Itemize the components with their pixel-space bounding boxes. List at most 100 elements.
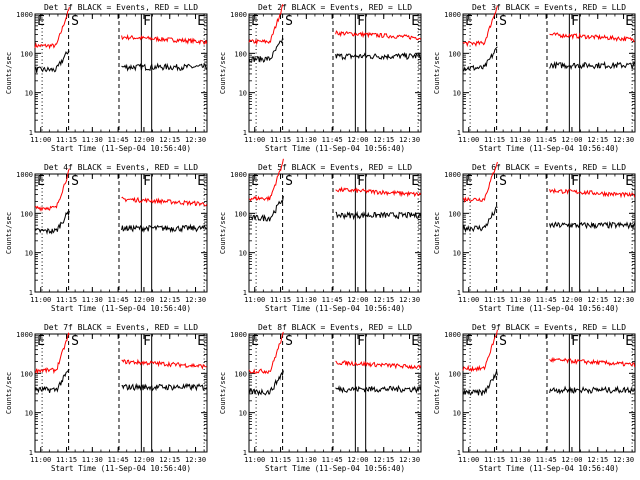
y-axis-title: Counts/sec xyxy=(219,372,227,414)
x-tick-label: 11:00 xyxy=(458,456,479,464)
events-series xyxy=(335,210,422,221)
y-tick-label: 100 xyxy=(234,370,247,378)
events-series xyxy=(248,196,284,222)
x-axis-title: Start Time (11-Sep-04 10:56:40) xyxy=(479,144,619,153)
marker-e: E xyxy=(465,14,473,29)
marker-e: E xyxy=(251,334,259,349)
x-tick-label: 12:15 xyxy=(373,296,394,304)
marker-f: F xyxy=(143,174,151,189)
lld-series xyxy=(34,332,70,375)
panel-title: Det 3f BLACK = Events, RED = LLD xyxy=(472,3,626,12)
x-tick-label: 11:45 xyxy=(536,296,557,304)
marker-e: E xyxy=(37,174,45,189)
y-tick-label: 1000 xyxy=(230,331,247,339)
plot-frame xyxy=(34,13,208,133)
y-tick-label: 10 xyxy=(239,250,247,258)
y-tick-label: 1 xyxy=(243,449,247,457)
plot-frame xyxy=(462,333,636,453)
panel-title: Det 7f BLACK = Events, RED = LLD xyxy=(44,323,198,332)
x-axis-title: Start Time (11-Sep-04 10:56:40) xyxy=(265,464,405,473)
marker-s: S xyxy=(71,174,79,189)
marker-f: F xyxy=(357,334,365,349)
x-tick-label: 12:30 xyxy=(613,456,634,464)
marker-e: E xyxy=(251,174,259,189)
lld-series xyxy=(549,357,636,368)
x-tick-label: 11:00 xyxy=(30,456,51,464)
lld-series xyxy=(549,187,636,199)
events-series xyxy=(462,205,498,233)
x-tick-label: 11:30 xyxy=(82,136,103,144)
x-axis-title: Start Time (11-Sep-04 10:56:40) xyxy=(479,464,619,473)
lld-series xyxy=(248,3,284,46)
y-axis-title: Counts/sec xyxy=(219,52,227,94)
x-tick-label: 11:15 xyxy=(484,456,505,464)
events-series xyxy=(335,51,422,61)
y-tick-label: 100 xyxy=(448,210,461,218)
y-tick-label: 100 xyxy=(234,50,247,58)
lld-series xyxy=(335,186,422,198)
events-series xyxy=(549,60,636,71)
marker-e: E xyxy=(411,14,419,29)
x-tick-label: 11:00 xyxy=(458,136,479,144)
y-tick-label: 100 xyxy=(448,50,461,58)
x-tick-label: 11:15 xyxy=(484,136,505,144)
x-tick-label: 11:45 xyxy=(108,296,129,304)
marker-s: S xyxy=(285,334,293,349)
marker-s: S xyxy=(499,334,507,349)
marker-s: S xyxy=(499,14,507,29)
y-tick-label: 1000 xyxy=(16,171,33,179)
marker-f: F xyxy=(571,14,579,29)
lld-series xyxy=(248,331,284,375)
marker-e: E xyxy=(251,14,259,29)
y-tick-label: 10 xyxy=(453,250,461,258)
panel-det-8: Det 8f BLACK = Events, RED = LLD 1 10 100 10… xyxy=(219,323,422,473)
panel-det-9: Det 9f BLACK = Events, RED = LLD 1 10 100 10… xyxy=(433,323,636,473)
y-tick-label: 100 xyxy=(234,210,247,218)
events-series xyxy=(462,46,498,72)
events-series xyxy=(34,368,70,394)
x-tick-label: 12:00 xyxy=(561,296,582,304)
events-series xyxy=(335,384,422,394)
panel-title: Det 5f BLACK = Events, RED = LLD xyxy=(258,163,412,172)
y-axis-title: Counts/sec xyxy=(433,372,441,414)
x-tick-label: 11:15 xyxy=(270,136,291,144)
y-axis-title: Counts/sec xyxy=(5,212,13,254)
x-axis-title: Start Time (11-Sep-04 10:56:40) xyxy=(265,304,405,313)
marker-f: F xyxy=(143,14,151,29)
x-tick-label: 12:15 xyxy=(587,136,608,144)
lld-series xyxy=(34,168,70,212)
x-tick-label: 11:00 xyxy=(244,456,265,464)
marker-e: E xyxy=(197,14,205,29)
x-tick-label: 12:00 xyxy=(561,136,582,144)
panel-det-1: Det 1f BLACK = Events, RED = LLD 1 10 100 10… xyxy=(5,3,208,153)
y-tick-label: 1000 xyxy=(230,171,247,179)
y-tick-label: 10 xyxy=(25,90,33,98)
x-axis-title: Start Time (11-Sep-04 10:56:40) xyxy=(265,144,405,153)
y-axis-title: Counts/sec xyxy=(5,52,13,94)
marker-f: F xyxy=(143,334,151,349)
x-tick-label: 11:30 xyxy=(510,456,531,464)
plot-frame xyxy=(462,173,636,293)
y-tick-label: 1000 xyxy=(444,171,461,179)
y-axis-title: Counts/sec xyxy=(5,372,13,414)
marker-e: E xyxy=(465,334,473,349)
y-tick-label: 1 xyxy=(29,449,33,457)
lld-series xyxy=(462,329,498,373)
y-tick-label: 10 xyxy=(453,90,461,98)
marker-s: S xyxy=(71,334,79,349)
y-tick-label: 100 xyxy=(20,370,33,378)
y-tick-label: 1 xyxy=(29,289,33,297)
y-tick-label: 100 xyxy=(20,50,33,58)
events-series xyxy=(549,220,636,230)
plot-frame xyxy=(462,13,636,133)
lld-series xyxy=(121,358,207,370)
x-tick-label: 11:00 xyxy=(244,296,265,304)
marker-e: E xyxy=(37,14,45,29)
marker-f: F xyxy=(571,334,579,349)
events-series xyxy=(248,37,284,63)
panel-det-7: Det 7f BLACK = Events, RED = LLD 1 10 100 10… xyxy=(5,323,208,473)
y-tick-label: 1 xyxy=(457,129,461,137)
x-tick-label: 12:30 xyxy=(613,136,634,144)
y-tick-label: 1 xyxy=(243,289,247,297)
plot-frame xyxy=(248,333,422,453)
